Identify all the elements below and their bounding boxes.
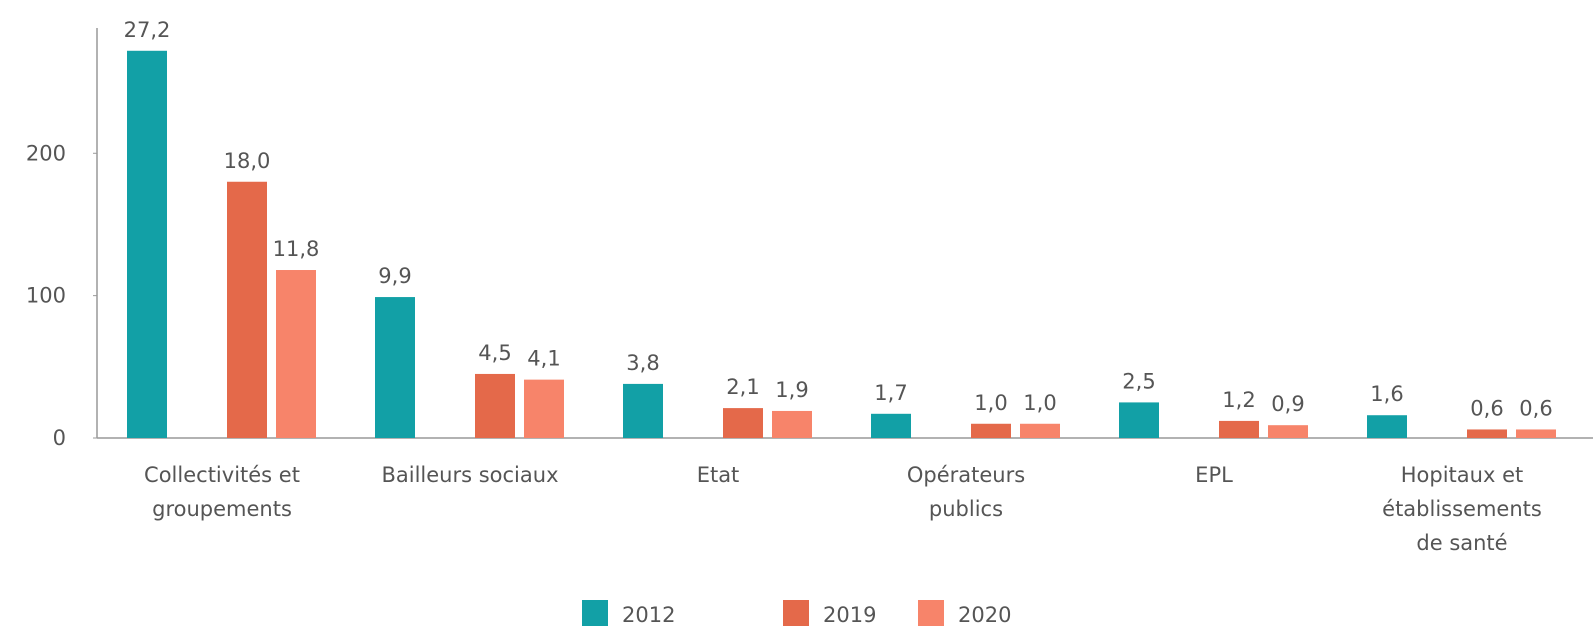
- legend-swatch: [918, 600, 944, 626]
- value-label: 11,8: [273, 237, 320, 261]
- bar: [1020, 423, 1060, 438]
- bar: [772, 410, 812, 438]
- legend-label: 2020: [958, 603, 1011, 627]
- value-label: 9,9: [378, 264, 411, 288]
- value-label: 18,0: [224, 149, 271, 173]
- bar: [1219, 420, 1259, 438]
- legend-swatch: [582, 600, 608, 626]
- bar: [524, 379, 564, 438]
- bar: [375, 297, 415, 438]
- x-tick-label: Bailleurs sociaux: [381, 463, 559, 487]
- value-label: 4,5: [478, 341, 511, 365]
- value-label: 1,7: [874, 381, 907, 405]
- y-tick-label: 200: [26, 141, 66, 165]
- value-label: 3,8: [626, 351, 659, 375]
- bar: [971, 423, 1011, 438]
- bar: [1467, 429, 1507, 438]
- legend-label: 2012: [622, 603, 675, 627]
- value-label: 1,0: [1023, 391, 1056, 415]
- value-label: 1,2: [1222, 388, 1255, 412]
- value-label: 1,6: [1370, 382, 1403, 406]
- value-label: 1,0: [974, 391, 1007, 415]
- y-tick-label: 0: [53, 426, 66, 450]
- value-label: 27,2: [124, 18, 171, 42]
- legend-swatch: [783, 600, 809, 626]
- x-tick-label: EPL: [1195, 463, 1233, 487]
- value-label: 0,6: [1519, 396, 1552, 420]
- legend-label: 2019: [823, 603, 876, 627]
- value-label: 2,1: [726, 375, 759, 399]
- bar: [871, 413, 911, 438]
- bar: [1268, 425, 1308, 438]
- x-tick-label: Opérateurs publics: [906, 463, 1026, 521]
- value-label: 0,6: [1470, 396, 1503, 420]
- value-label: 4,1: [527, 347, 560, 371]
- bar: [127, 50, 167, 439]
- bar: [1367, 415, 1407, 438]
- x-tick-label: Etat: [696, 463, 740, 487]
- bar: [723, 408, 763, 438]
- bar: [623, 383, 663, 438]
- value-label: 0,9: [1271, 392, 1304, 416]
- y-tick-label: 100: [26, 284, 66, 308]
- value-label: 1,9: [775, 378, 808, 402]
- x-tick-label: Hopitaux et établissements de santé: [1382, 463, 1542, 555]
- bar: [1516, 429, 1556, 438]
- value-label: 2,5: [1122, 369, 1155, 393]
- bar: [475, 373, 515, 438]
- bar: [276, 270, 316, 438]
- bar: [1119, 402, 1159, 438]
- x-tick-label: Collectivités et groupements: [144, 463, 300, 521]
- bar: [227, 181, 267, 438]
